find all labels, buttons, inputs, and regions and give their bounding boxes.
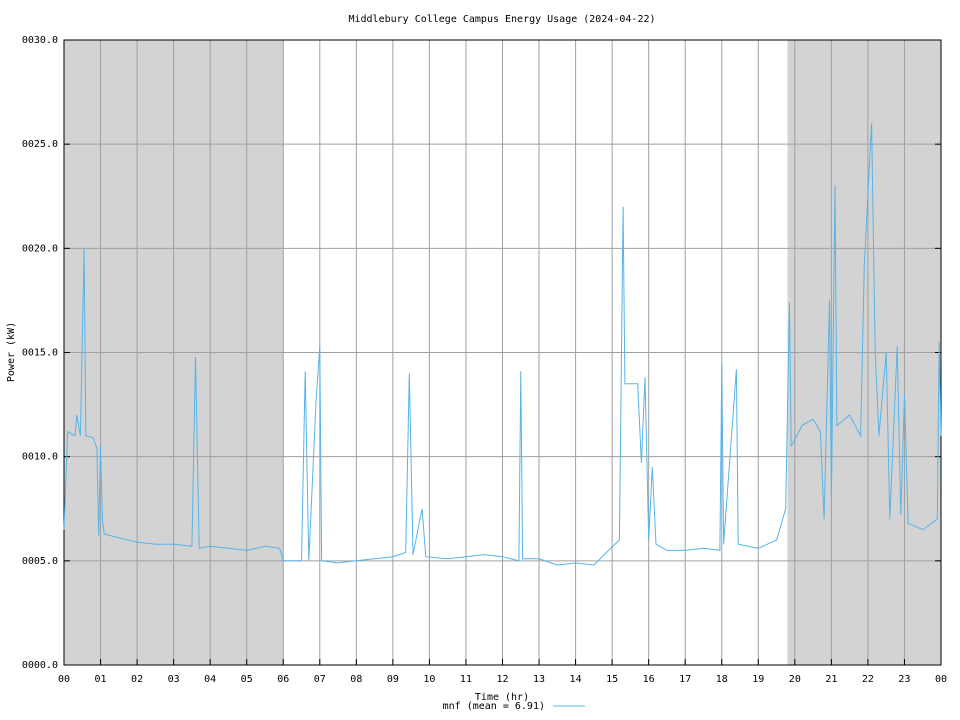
x-tick-label: 21	[825, 674, 837, 685]
x-tick-label: 03	[168, 674, 180, 685]
x-tick-label: 19	[752, 674, 764, 685]
x-tick-label: 23	[898, 674, 910, 685]
x-tick-label: 04	[204, 674, 216, 685]
x-tick-label: 18	[716, 674, 728, 685]
legend-label: mnf (mean = 6.91)	[443, 701, 545, 712]
x-tick-label: 22	[862, 674, 874, 685]
x-tick-label: 17	[679, 674, 691, 685]
x-tick-label: 09	[387, 674, 399, 685]
y-tick-label: 0005.0	[22, 556, 58, 567]
y-tick-label: 0010.0	[22, 452, 58, 463]
x-tick-label: 20	[789, 674, 801, 685]
y-tick-label: 0020.0	[22, 243, 58, 254]
y-tick-label: 0030.0	[22, 35, 58, 46]
x-axis-label: Time (hr)	[475, 692, 529, 703]
y-tick-label: 0000.0	[22, 660, 58, 671]
x-tick-label: 05	[241, 674, 253, 685]
x-tick-label: 11	[460, 674, 472, 685]
x-tick-label: 14	[570, 674, 582, 685]
x-tick-label: 10	[423, 674, 435, 685]
plot-frame	[63, 39, 942, 666]
x-tick-label: 13	[533, 674, 545, 685]
y-tick-label: 0015.0	[22, 348, 58, 359]
x-tick-label: 01	[95, 674, 107, 685]
x-tick-label: 06	[277, 674, 289, 685]
x-tick-label: 07	[314, 674, 326, 685]
x-tick-label: 08	[350, 674, 362, 685]
y-axis-label: Power (kW)	[6, 322, 17, 382]
series-line	[63, 123, 942, 566]
x-tick-label: 12	[496, 674, 508, 685]
x-tick-label: 15	[606, 674, 618, 685]
x-tick-label: 16	[643, 674, 655, 685]
x-tick-label: 00	[935, 674, 947, 685]
x-tick-label: 00	[58, 674, 70, 685]
chart-title: Middlebury College Campus Energy Usage (…	[348, 14, 655, 25]
x-tick-label: 02	[131, 674, 143, 685]
y-tick-label: 0025.0	[22, 139, 58, 150]
